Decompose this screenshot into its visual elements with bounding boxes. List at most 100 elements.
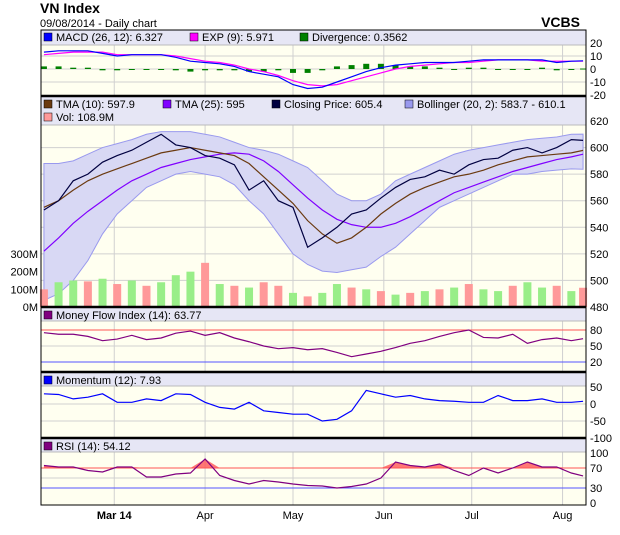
price-axis-label: 560 <box>590 196 608 208</box>
macd-axis-label: 20 <box>590 38 602 50</box>
x-axis-label: May <box>283 510 304 522</box>
price-axis-label: 540 <box>590 222 608 234</box>
price-axis-label: 480 <box>590 302 608 314</box>
volume-bar <box>391 294 400 307</box>
divergence-bar <box>348 65 355 69</box>
divergence-bar <box>480 67 487 69</box>
volume-bar <box>142 285 151 307</box>
divergence-bar <box>260 69 267 72</box>
macd-line <box>43 50 584 90</box>
x-axis-label: Jun <box>375 510 393 522</box>
tma10-legend: TMA (10): 597.9 <box>56 99 135 111</box>
divergence-bar <box>465 67 472 69</box>
volume-bar <box>215 284 224 307</box>
divergence-bar <box>231 69 238 71</box>
price-axis-label: 600 <box>590 143 608 155</box>
divergence-bar <box>128 69 135 70</box>
bollinger-legend: Bollinger (20, 2): 583.7 - 610.1 <box>417 99 566 111</box>
chart-subtitle: 09/08/2014 - Daily chart <box>40 18 157 30</box>
rsi-swatch <box>43 441 53 451</box>
mfi-swatch <box>43 310 53 320</box>
volume-bar <box>435 289 444 307</box>
volume-bar <box>69 280 78 307</box>
tma10-swatch <box>43 99 53 109</box>
volume-legend: Vol: 108.9M <box>56 112 114 124</box>
tma25-swatch <box>162 99 172 109</box>
divergence-bar <box>539 67 546 69</box>
mfi-legend: Money Flow Index (14): 63.77 <box>56 310 202 322</box>
divergence-bar <box>319 69 326 71</box>
divergence-bar <box>392 65 399 69</box>
x-axis-label: Apr <box>197 510 214 522</box>
price-axis-label: 620 <box>590 116 608 128</box>
volume-bar <box>538 287 547 307</box>
macd-axis-label: -10 <box>590 77 606 89</box>
volume-bar <box>508 285 517 307</box>
volume-bar <box>245 287 254 307</box>
macd-swatch <box>43 32 53 42</box>
price-axis-label: 520 <box>590 249 608 261</box>
volume-bar <box>376 291 385 307</box>
x-axis-label: Aug <box>553 510 573 522</box>
close-legend: Closing Price: 605.4 <box>284 99 382 111</box>
chart-title: VN Index <box>40 0 100 16</box>
tma25-legend: TMA (25): 595 <box>175 99 245 111</box>
divergence-bar <box>158 69 165 70</box>
divergence-bar <box>436 67 443 69</box>
volume-bar <box>201 262 210 307</box>
rsi-axis-label: 70 <box>590 463 602 475</box>
volume-bar <box>113 284 122 307</box>
divergence-bar <box>55 66 62 69</box>
volume-bar <box>230 285 239 307</box>
bollinger-band <box>43 131 584 302</box>
volume-axis-label: 100M <box>10 284 38 296</box>
volume-bar <box>54 282 63 307</box>
volume-bar <box>303 296 312 307</box>
macd-axis-label: -20 <box>590 90 606 102</box>
divergence-bar <box>289 69 296 73</box>
volume-bar <box>186 271 195 307</box>
divergence-bar <box>187 69 194 72</box>
volume-bar <box>362 289 371 307</box>
exp-swatch <box>189 32 199 42</box>
tma25-line <box>43 152 584 252</box>
rsi-overbought-fill <box>43 459 584 468</box>
volume-bar <box>98 278 107 307</box>
volume-bar <box>494 291 503 307</box>
momentum-axis-label: -100 <box>590 433 612 445</box>
volume-bar <box>157 282 166 307</box>
exp-legend: EXP (9): 5.971 <box>202 32 274 44</box>
divergence-bar <box>553 69 560 71</box>
divergence-bar <box>70 67 77 69</box>
brand-label: VCBS <box>541 14 580 30</box>
divergence-bar <box>114 69 121 71</box>
divergence-bar <box>99 69 106 71</box>
mfi-axis-label: 80 <box>590 325 602 337</box>
divergence-bar <box>304 69 311 73</box>
volume-bar <box>523 282 532 307</box>
divergence-bar <box>509 69 516 70</box>
price-axis-label: 500 <box>590 275 608 287</box>
divergence-bar <box>333 66 340 69</box>
divergence-bar <box>580 68 587 70</box>
divergence-bar <box>495 69 502 70</box>
tma10-line <box>43 146 584 244</box>
rsi-legend: RSI (14): 54.12 <box>56 441 131 453</box>
volume-bar <box>332 284 341 307</box>
volume-bar <box>259 282 268 307</box>
volume-axis-label: 200M <box>10 267 38 279</box>
mfi-axis-label: 50 <box>590 341 602 353</box>
closing-price-line <box>43 133 584 249</box>
panel-mom-legend-band <box>41 372 586 386</box>
divergence-bar <box>275 69 282 71</box>
panel-macd-legend-band <box>41 30 586 45</box>
divergence-bar <box>40 66 47 69</box>
rsi-line <box>43 458 584 489</box>
divergence-bar <box>143 69 150 70</box>
macd-axis-label: 10 <box>590 51 602 63</box>
divergence-bar <box>377 63 384 69</box>
x-axis-label: Jul <box>465 510 479 522</box>
mfi-line <box>43 329 584 358</box>
bollinger-swatch <box>404 99 414 109</box>
volume-bar <box>288 292 297 307</box>
